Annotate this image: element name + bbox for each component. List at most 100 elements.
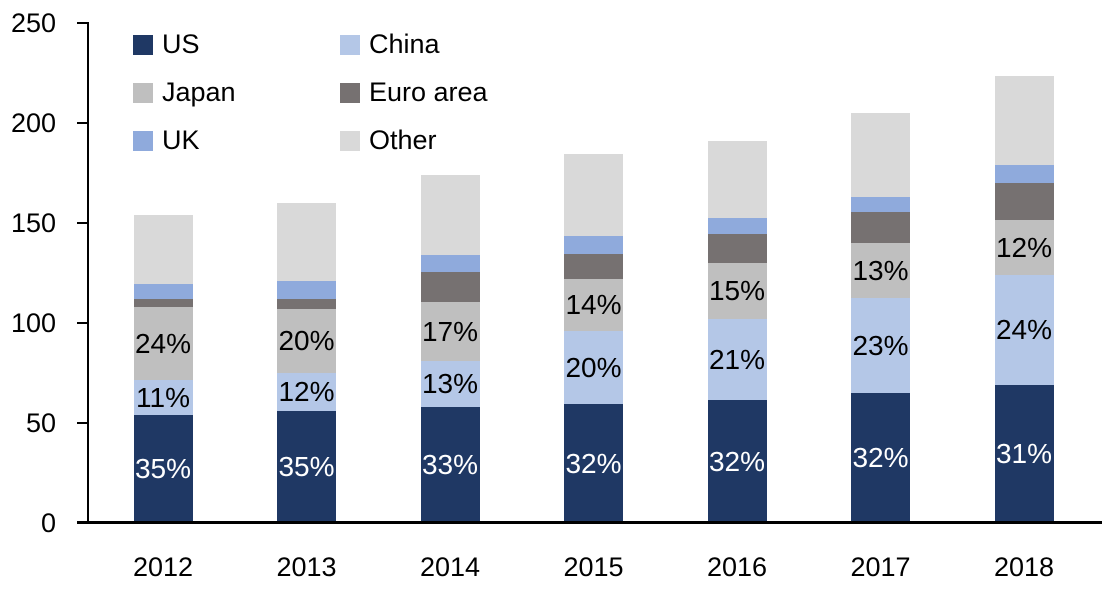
legend-item-other: Other [340, 127, 437, 154]
bar-percent-label: 13% [421, 368, 479, 399]
bar-percent-label: 32% [708, 445, 766, 477]
bar-percent-label: 33% [421, 449, 479, 480]
bar-segment-us [133, 415, 193, 523]
bar-segment-japan [707, 263, 767, 319]
bar-percent-label: 12% [278, 376, 335, 407]
bar-segment-euro-area [707, 234, 767, 263]
legend-item-japan: Japan [133, 79, 236, 106]
y-axis-tick [77, 122, 87, 124]
y-axis-tick [77, 422, 87, 424]
legend-label: UK [162, 125, 200, 155]
legend-label: Euro area [369, 77, 488, 107]
bar-percent-label: 12% [995, 231, 1053, 263]
bar-segment-us [994, 385, 1054, 523]
bar-segment-china [277, 373, 336, 411]
legend-label: Other [369, 125, 437, 155]
bar-segment-uk [564, 236, 623, 254]
legend-label: US [162, 29, 200, 59]
bar-percent-label: 32% [852, 442, 909, 473]
y-tick-label: 150 [10, 208, 56, 238]
bar-percent-label: 31% [995, 438, 1053, 469]
bar-percent-label: 13% [852, 254, 909, 286]
bar-segment-china [133, 380, 193, 415]
bar-segment-euro-area [277, 299, 336, 309]
bar-segment-other [133, 215, 193, 284]
x-tick-label: 2014 [419, 552, 481, 582]
bar-segment-uk [707, 218, 767, 234]
bar-segment-china [564, 331, 623, 404]
y-tick-label: 200 [10, 108, 56, 138]
bar-segment-china [851, 298, 910, 393]
bar-segment-china [994, 275, 1054, 385]
bar-segment-japan [277, 309, 336, 373]
bar-segment-other [851, 113, 910, 197]
bar-segment-euro-area [133, 299, 193, 307]
bar-percent-label: 17% [421, 315, 479, 347]
y-tick-label: 250 [10, 8, 56, 38]
bar-percent-label: 11% [136, 381, 190, 413]
bar-segment-other [564, 154, 623, 236]
legend-item-china: China [340, 31, 440, 58]
bar-segment-other [420, 175, 480, 255]
bar-segment-us [420, 407, 480, 523]
bar-segment-euro-area [851, 212, 910, 243]
bar-segment-uk [277, 281, 336, 299]
bar-percent-label: 35% [278, 451, 335, 482]
x-tick-label: 2012 [132, 552, 194, 582]
legend-swatch [133, 82, 153, 103]
y-tick-label: 50 [25, 408, 56, 438]
bar-percent-label: 23% [852, 329, 909, 361]
bar-segment-japan [851, 243, 910, 298]
legend-item-uk: UK [133, 127, 200, 154]
bar-percent-label: 32% [565, 447, 622, 479]
legend-swatch [133, 34, 153, 55]
legend-item-euro-area: Euro area [340, 79, 488, 106]
x-tick-label: 2018 [993, 552, 1055, 582]
bar-percent-label: 15% [708, 275, 766, 306]
bar-segment-uk [420, 255, 480, 272]
bar-percent-label: 20% [278, 325, 335, 356]
legend-label: Japan [162, 77, 236, 107]
bar-segment-china [420, 361, 480, 407]
y-tick-label: 100 [10, 308, 56, 338]
bar-segment-us [707, 400, 767, 523]
bar-segment-euro-area [564, 254, 623, 279]
bar-segment-china [707, 319, 767, 400]
bar-percent-label: 14% [565, 289, 622, 320]
bar-percent-label: 24% [995, 314, 1053, 345]
bar-segment-us [564, 404, 623, 523]
legend-swatch [340, 82, 360, 103]
bar-segment-us [851, 393, 910, 523]
x-tick-label: 2017 [850, 552, 911, 582]
bar-segment-uk [851, 197, 910, 212]
y-axis-tick [77, 322, 87, 324]
y-axis-line [87, 22, 89, 524]
bar-segment-japan [133, 307, 193, 380]
legend-item-us: US [133, 31, 200, 58]
legend-label: China [369, 29, 440, 59]
bar-percent-label: 24% [134, 327, 192, 359]
bar-segment-other [707, 141, 767, 218]
y-axis-tick [77, 222, 87, 224]
y-tick-label: 0 [40, 508, 56, 538]
bar-segment-japan [420, 302, 480, 361]
bar-segment-euro-area [420, 272, 480, 302]
legend-swatch [340, 130, 360, 151]
bar-segment-uk [994, 165, 1054, 183]
x-axis-line [77, 521, 1102, 524]
bar-segment-japan [994, 220, 1054, 275]
legend-swatch [133, 130, 153, 151]
y-axis-tick [77, 22, 87, 24]
bar-percent-label: 20% [565, 351, 622, 383]
x-tick-label: 2015 [563, 552, 624, 582]
bar-segment-japan [564, 279, 623, 331]
bar-segment-other [994, 76, 1054, 165]
bar-segment-euro-area [994, 183, 1054, 220]
bar-segment-other [277, 203, 336, 281]
bar-percent-label: 35% [134, 453, 192, 484]
bar-segment-uk [133, 284, 193, 299]
x-tick-label: 2016 [706, 552, 768, 582]
legend-swatch [340, 34, 360, 55]
bar-segment-us [277, 411, 336, 523]
